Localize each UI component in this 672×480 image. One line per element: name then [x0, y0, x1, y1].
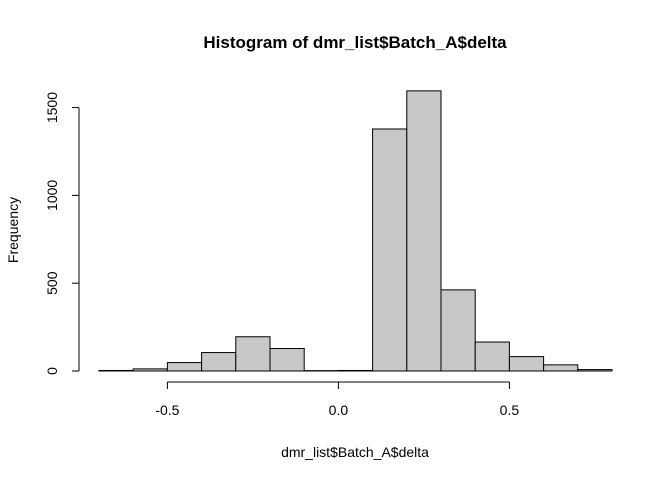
histogram-bar: [372, 128, 408, 372]
histogram-bar: [337, 369, 374, 372]
y-axis: 0 500 1000 1500: [44, 92, 80, 375]
x-tick-label: 0.0: [329, 402, 349, 418]
histogram-bar: [543, 364, 579, 372]
histogram-bar: [166, 362, 203, 372]
bars-group: [98, 90, 613, 372]
histogram-bar: [201, 352, 237, 372]
histogram-bar: [132, 368, 168, 372]
y-axis-label: Frequency: [5, 197, 21, 263]
histogram-bar: [474, 341, 510, 372]
y-tick-label: 0: [44, 367, 60, 375]
histogram-bar: [269, 348, 305, 372]
histogram-bar: [440, 289, 476, 372]
histogram-bar: [406, 90, 442, 372]
y-tick-label: 1000: [44, 180, 60, 211]
histogram-bar: [508, 356, 545, 372]
x-tick-label: 0.5: [500, 402, 520, 418]
histogram-bar: [577, 369, 613, 372]
y-tick-label: 500: [44, 271, 60, 295]
histogram-bar: [98, 369, 134, 372]
y-tick-label: 1500: [44, 92, 60, 123]
x-axis-label: dmr_list$Batch_A$delta: [281, 444, 429, 460]
chart-title: Histogram of dmr_list$Batch_A$delta: [203, 33, 507, 52]
x-tick-label: -0.5: [155, 402, 179, 418]
x-axis: -0.5 0.0 0.5: [155, 381, 520, 418]
histogram-bar: [235, 336, 271, 372]
